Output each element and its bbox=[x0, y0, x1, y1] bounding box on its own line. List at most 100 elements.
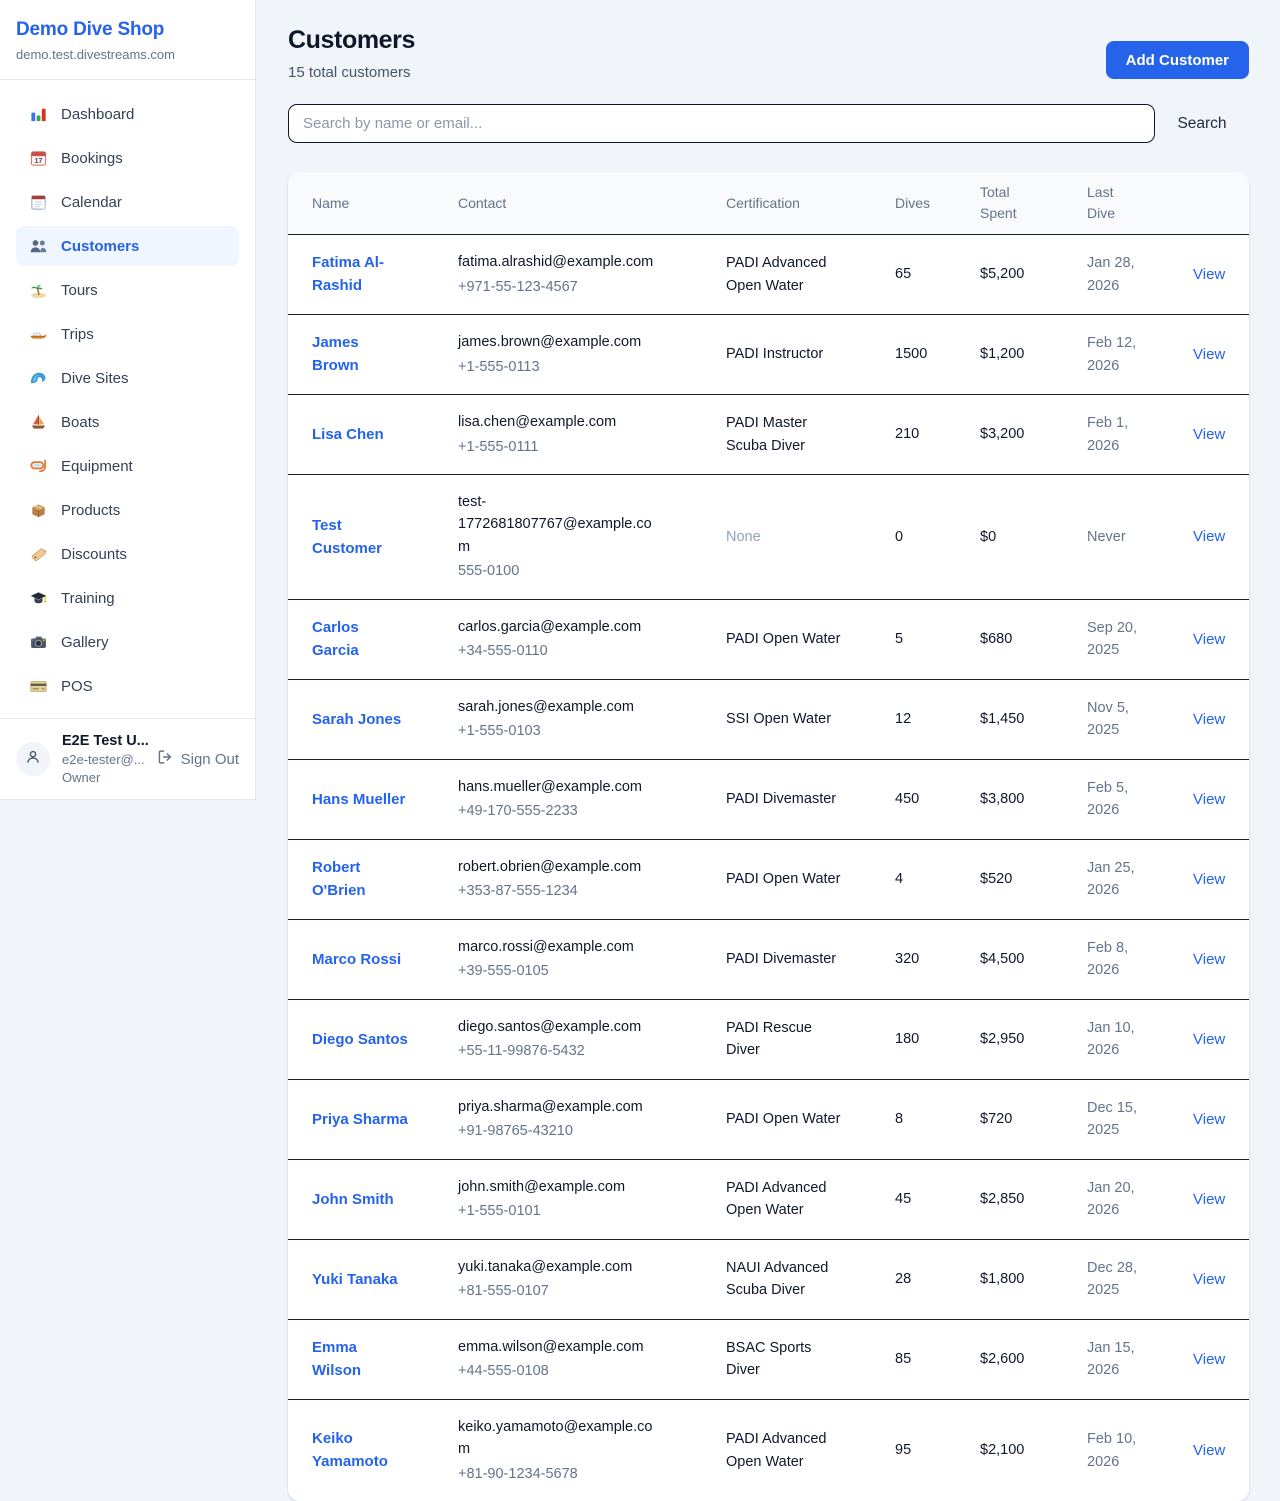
view-link[interactable]: View bbox=[1193, 345, 1226, 363]
people-icon bbox=[28, 236, 48, 256]
customer-email: hans.mueller@example.com bbox=[458, 778, 642, 795]
view-link[interactable]: View bbox=[1193, 265, 1226, 283]
sidebar-item-training[interactable]: Training bbox=[16, 578, 239, 618]
sidebar-item-tours[interactable]: Tours bbox=[16, 270, 239, 310]
view-link[interactable]: View bbox=[1193, 1441, 1226, 1459]
view-link[interactable]: View bbox=[1193, 710, 1226, 728]
customer-name-link[interactable]: Lisa Chen bbox=[312, 425, 384, 443]
customer-total-spent: $1,450 bbox=[980, 711, 1025, 728]
customer-name-link[interactable]: Priya Sharma bbox=[312, 1110, 408, 1128]
customer-email: robert.obrien@example.com bbox=[458, 858, 642, 875]
customer-certification: PADI Master Scuba Diver bbox=[726, 415, 808, 454]
view-link[interactable]: View bbox=[1193, 1110, 1226, 1128]
view-link[interactable]: View bbox=[1193, 1350, 1226, 1368]
search-input[interactable] bbox=[288, 104, 1155, 143]
customer-name-link[interactable]: Diego Santos bbox=[312, 1030, 408, 1048]
customer-last-dive: Feb 12, 2026 bbox=[1087, 335, 1137, 374]
customer-dives: 320 bbox=[895, 951, 920, 968]
customer-total-spent: $3,200 bbox=[980, 426, 1025, 443]
column-header-total-spent: Total Spent bbox=[980, 184, 1017, 221]
calendar-icon bbox=[28, 192, 48, 212]
customer-name-link[interactable]: Hans Mueller bbox=[312, 790, 406, 808]
customer-email: keiko.yamamoto@example.com bbox=[458, 1418, 653, 1458]
customer-certification: BSAC Sports Diver bbox=[726, 1339, 812, 1379]
customer-name-link[interactable]: Emma Wilson bbox=[312, 1339, 362, 1380]
customer-name-link[interactable]: Carlos Garcia bbox=[312, 619, 359, 660]
customer-total-spent: $1,800 bbox=[980, 1271, 1025, 1288]
view-link[interactable]: View bbox=[1193, 790, 1226, 808]
customer-last-dive: Sep 20, 2025 bbox=[1087, 619, 1137, 659]
customer-total-spent: $2,600 bbox=[980, 1351, 1025, 1368]
customer-dives: 1500 bbox=[895, 346, 928, 363]
view-link[interactable]: View bbox=[1193, 630, 1226, 648]
sidebar-item-products[interactable]: Products bbox=[16, 490, 239, 530]
person-icon bbox=[23, 747, 43, 772]
customer-total-spent: $4,500 bbox=[980, 951, 1025, 968]
view-link[interactable]: View bbox=[1193, 1030, 1226, 1048]
sidebar-item-bookings[interactable]: 17 Bookings bbox=[16, 138, 239, 178]
sign-out-label: Sign Out bbox=[180, 750, 239, 768]
table-row: Hans Mueller hans.mueller@example.com +4… bbox=[288, 759, 1249, 840]
sidebar-item-customers[interactable]: Customers bbox=[16, 226, 239, 266]
customer-last-dive: Feb 5, 2026 bbox=[1087, 779, 1129, 819]
main-content: Customers 15 total customers Add Custome… bbox=[256, 0, 1280, 1501]
customer-phone: +49-170-555-2233 bbox=[458, 803, 578, 820]
customer-name-link[interactable]: Test Customer bbox=[312, 516, 383, 557]
view-link[interactable]: View bbox=[1193, 950, 1226, 968]
customer-name-link[interactable]: Robert O'Brien bbox=[312, 859, 366, 900]
sidebar-item-boats[interactable]: Boats bbox=[16, 402, 239, 442]
customer-last-dive: Jan 10, 2026 bbox=[1087, 1019, 1135, 1059]
table-body: Fatima Al-Rashid fatima.alrashid@example… bbox=[288, 235, 1249, 1501]
sidebar-item-dive-sites[interactable]: Dive Sites bbox=[16, 358, 239, 398]
credit-card-icon bbox=[28, 676, 48, 696]
sign-out-icon bbox=[156, 748, 174, 770]
sign-out-button[interactable]: Sign Out bbox=[156, 748, 239, 770]
customer-certification: PADI Open Water bbox=[726, 871, 841, 888]
customer-name-link[interactable]: Sarah Jones bbox=[312, 710, 402, 728]
customer-dives: 180 bbox=[895, 1031, 920, 1048]
sidebar-item-pos[interactable]: POS bbox=[16, 666, 239, 706]
customer-name-link[interactable]: James Brown bbox=[312, 334, 359, 375]
customers-table: Name Contact Certification Dives Total Spent… bbox=[288, 172, 1249, 1501]
sidebar-user-section: E2E Test U... e2e-tester@... Owner Sign … bbox=[0, 718, 255, 799]
sidebar-item-discounts[interactable]: Discounts bbox=[16, 534, 239, 574]
customer-name-link[interactable]: Yuki Tanaka bbox=[312, 1270, 398, 1288]
bookings-calendar-icon: 17 bbox=[28, 148, 48, 168]
sidebar-item-gallery[interactable]: Gallery bbox=[16, 622, 239, 662]
customer-phone: 555-0100 bbox=[458, 563, 520, 580]
sidebar-item-equipment[interactable]: Equipment bbox=[16, 446, 239, 486]
customer-certification: PADI Advanced Open Water bbox=[726, 255, 827, 294]
customer-phone: +1-555-0101 bbox=[458, 1203, 541, 1220]
view-link[interactable]: View bbox=[1193, 425, 1226, 443]
customer-phone: +39-555-0105 bbox=[458, 963, 549, 980]
customer-email: sarah.jones@example.com bbox=[458, 698, 634, 715]
customer-certification: NAUI Advanced Scuba Diver bbox=[726, 1259, 829, 1299]
customer-email: lisa.chen@example.com bbox=[458, 414, 617, 431]
island-icon bbox=[28, 280, 48, 300]
customer-certification: None bbox=[726, 528, 761, 545]
customer-total-spent: $2,850 bbox=[980, 1191, 1025, 1208]
sidebar-item-calendar[interactable]: Calendar bbox=[16, 182, 239, 222]
customer-last-dive: Feb 10, 2026 bbox=[1087, 1431, 1137, 1470]
customer-email: emma.wilson@example.com bbox=[458, 1338, 644, 1355]
customer-phone: +1-555-0103 bbox=[458, 723, 541, 740]
search-button[interactable]: Search bbox=[1173, 107, 1230, 141]
customer-certification: SSI Open Water bbox=[726, 711, 832, 728]
view-link[interactable]: View bbox=[1193, 1190, 1226, 1208]
customer-name-link[interactable]: Keiko Yamamoto bbox=[312, 1430, 388, 1471]
customer-name-link[interactable]: Marco Rossi bbox=[312, 950, 402, 968]
page-header: Customers 15 total customers Add Custome… bbox=[288, 26, 1249, 81]
add-customer-button[interactable]: Add Customer bbox=[1105, 41, 1249, 79]
customer-phone: +1-555-0113 bbox=[458, 358, 540, 375]
column-header-name: Name bbox=[312, 194, 350, 211]
sidebar-item-dashboard[interactable]: Dashboard bbox=[16, 94, 239, 134]
sidebar: Demo Dive Shop demo.test.divestreams.com… bbox=[0, 0, 256, 800]
view-link[interactable]: View bbox=[1193, 1270, 1226, 1288]
bar-chart-icon bbox=[28, 104, 48, 124]
view-link[interactable]: View bbox=[1193, 870, 1226, 888]
view-link[interactable]: View bbox=[1193, 528, 1226, 546]
customer-name-link[interactable]: John Smith bbox=[312, 1190, 394, 1208]
sidebar-item-trips[interactable]: Trips bbox=[16, 314, 239, 354]
customer-total-spent: $2,950 bbox=[980, 1031, 1025, 1048]
customer-name-link[interactable]: Fatima Al-Rashid bbox=[312, 254, 384, 295]
